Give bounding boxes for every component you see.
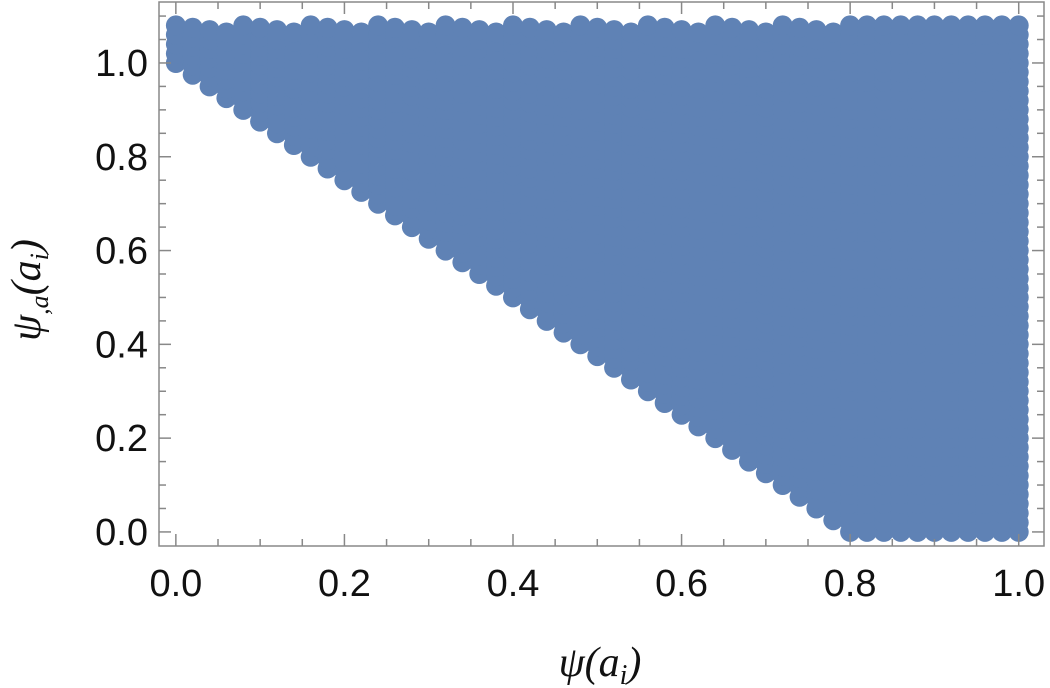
data-point (486, 22, 507, 43)
x-tick-label: 0.0 (149, 563, 202, 605)
data-point (755, 22, 776, 43)
data-point (739, 20, 759, 41)
data-point (182, 17, 203, 38)
data-point (873, 15, 894, 36)
data-point (789, 17, 810, 38)
data-point (385, 17, 405, 38)
x-axis: 0.0 0.2 0.4 0.6 0.8 1.0 (149, 2, 1045, 605)
data-point (503, 15, 523, 36)
data-point (300, 15, 321, 36)
data-point (469, 20, 490, 41)
data-point (452, 17, 473, 38)
data-point (907, 15, 928, 36)
y-axis-label: ψ,a(ai) (4, 239, 54, 341)
data-point (317, 17, 338, 38)
data-point (823, 22, 844, 43)
data-point (621, 22, 641, 43)
data-point (772, 15, 793, 36)
y-tick-label: 1.0 (95, 43, 148, 85)
data-point (519, 17, 540, 38)
y-tick-label: 0.2 (95, 418, 148, 460)
data-point (671, 20, 692, 41)
x-tick-label: 0.4 (487, 563, 540, 605)
data-point (435, 15, 456, 36)
y-tick-label: 0.0 (95, 512, 148, 554)
y-axis: 0.0 0.2 0.4 0.6 0.8 1.0 (95, 15, 1044, 554)
data-point (654, 17, 675, 38)
data-point (722, 17, 743, 38)
data-point (1008, 15, 1029, 36)
data-point (975, 15, 995, 36)
data-point (216, 22, 237, 43)
data-point (890, 15, 911, 36)
x-tick-label: 0.2 (318, 563, 371, 605)
data-point (570, 15, 591, 36)
data-point (688, 22, 709, 43)
y-tick-label: 0.4 (95, 324, 148, 366)
plot-area (165, 15, 1029, 542)
x-axis-label: ψ(ai) (559, 640, 642, 688)
data-point (604, 20, 625, 41)
data-point (991, 15, 1012, 36)
data-point (637, 15, 658, 36)
data-point (401, 20, 422, 41)
data-point (267, 20, 287, 41)
data-point (250, 17, 271, 38)
data-point (958, 15, 979, 36)
data-point (536, 20, 557, 41)
data-point (587, 17, 608, 38)
data-point (857, 15, 877, 36)
data-point (553, 22, 574, 43)
data-point (806, 20, 827, 41)
y-tick-label: 0.8 (95, 137, 148, 179)
data-point (199, 20, 220, 41)
y-tick-label: 0.6 (95, 231, 148, 273)
x-tick-label: 1.0 (992, 563, 1045, 605)
data-point (283, 22, 304, 43)
data-point (165, 15, 186, 36)
data-point (334, 20, 355, 41)
data-point (840, 15, 861, 36)
data-point (368, 15, 389, 36)
data-point (351, 22, 372, 43)
data-point (941, 15, 962, 36)
data-point (924, 15, 945, 36)
data-point (233, 15, 254, 36)
data-point (705, 15, 726, 36)
x-tick-label: 0.6 (655, 563, 708, 605)
x-tick-label: 0.8 (824, 563, 877, 605)
data-point (418, 22, 439, 43)
